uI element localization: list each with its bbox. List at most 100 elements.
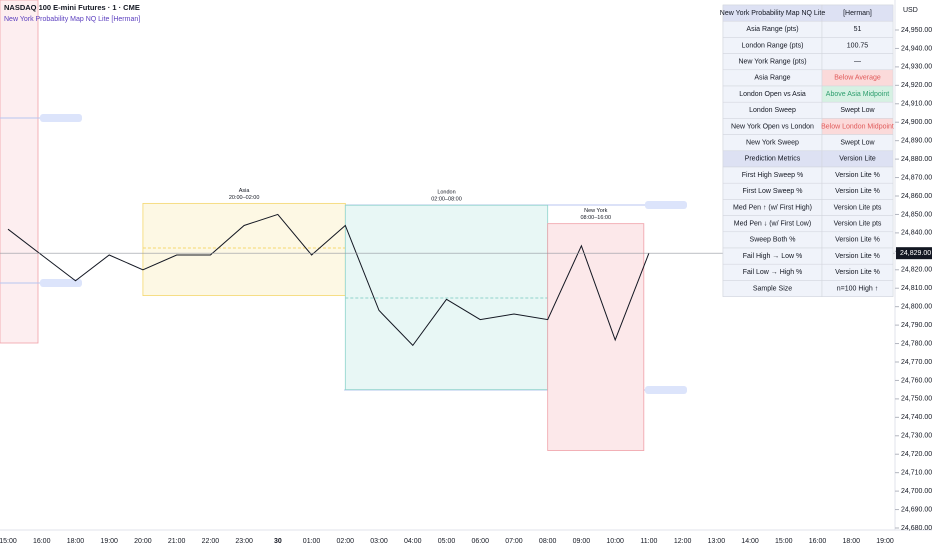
table-label: Fail High → Low % (743, 253, 803, 260)
last-price-label: 24,829.00 (900, 250, 931, 257)
x-tick-label: 15:00 (0, 538, 17, 545)
table-value: Version Lite % (835, 269, 880, 276)
y-tick-label: 24,780.00 (901, 340, 932, 347)
table-value: 51 (854, 26, 862, 33)
price-line (7, 213, 650, 347)
table-value: Version Lite pts (834, 221, 882, 228)
x-tick-label: 19:00 (876, 538, 894, 545)
table-label: Med Pen ↓ (w/ First Low) (734, 221, 811, 228)
x-tick-label: 01:00 (303, 538, 321, 545)
y-tick-label: 24,770.00 (901, 359, 932, 366)
x-tick-label: 14:00 (741, 538, 759, 545)
table-label: Asia Range (pts) (746, 26, 798, 33)
table-value: Version Lite % (835, 188, 880, 195)
table-value: 100.75 (847, 42, 869, 49)
y-tick-label: 24,800.00 (901, 304, 932, 311)
x-tick-label: 02:00 (337, 538, 355, 545)
x-tick-label: 09:00 (573, 538, 591, 545)
session-name: New York (584, 208, 607, 214)
session-box (142, 202, 346, 296)
y-tick-label: 24,900.00 (901, 119, 932, 126)
y-tick-label: 24,910.00 (901, 101, 932, 108)
x-tick-label: 16:00 (809, 538, 827, 545)
table-value: Below Average (834, 75, 881, 82)
session-time: 08:00–16:00 (580, 215, 611, 221)
x-tick-label: 06:00 (471, 538, 489, 545)
table-value: Version Lite % (835, 172, 880, 179)
x-tick-label: 05:00 (438, 538, 456, 545)
y-tick-label: 24,870.00 (901, 174, 932, 181)
x-tick-label: 11:00 (640, 538, 657, 545)
session-time: 02:00–08:00 (431, 197, 462, 203)
last-price-tag (896, 247, 932, 260)
level-tag (645, 386, 687, 394)
table-value: Version Lite (839, 156, 876, 163)
table-value: Above Asia Midpoint (826, 91, 889, 98)
session-box (547, 223, 645, 451)
level-tag (645, 201, 687, 209)
table-label: Asia Range (754, 75, 790, 82)
table-label: New York Probability Map NQ Lite (720, 10, 826, 17)
table-value: n=100 High ↑ (837, 285, 878, 292)
table-label: Sweep Both % (750, 237, 796, 244)
x-tick-label: 18:00 (843, 538, 861, 545)
table-label: Med Pen ↑ (w/ First High) (733, 204, 812, 211)
y-tick-label: 24,930.00 (901, 64, 932, 71)
y-tick-label: 24,810.00 (901, 285, 932, 292)
table-value: — (854, 59, 861, 66)
x-tick-label: 21:00 (168, 538, 186, 545)
y-tick-label: 24,690.00 (901, 506, 932, 513)
y-tick-label: 24,850.00 (901, 211, 932, 218)
table-label: New York Open vs London (731, 123, 814, 130)
y-tick-label: 24,890.00 (901, 138, 932, 145)
table-value: Version Lite pts (834, 204, 882, 211)
unit-label: USD (903, 7, 918, 14)
table-label: New York Sweep (746, 140, 799, 147)
chart-title: NASDAQ 100 E-mini Futures · 1 · CME (4, 3, 140, 12)
table-value: Below London Midpoint (821, 123, 894, 130)
table-label: New York Range (pts) (738, 59, 806, 66)
y-tick-label: 24,880.00 (901, 156, 932, 163)
x-tick-label: 30 (274, 538, 282, 545)
x-tick-label: 16:00 (33, 538, 51, 545)
y-tick-label: 24,740.00 (901, 414, 932, 421)
x-tick-label: 19:00 (100, 538, 118, 545)
y-tick-label: 24,940.00 (901, 45, 932, 52)
table-cell (821, 280, 894, 297)
session-name: London (437, 190, 455, 196)
x-tick-label: 03:00 (370, 538, 388, 545)
x-tick-label: 18:00 (67, 538, 85, 545)
y-tick-label: 24,680.00 (901, 525, 932, 532)
table-value: [Herman] (843, 10, 872, 17)
x-tick-label: 23:00 (235, 538, 253, 545)
level-tag (40, 279, 82, 287)
table-label: First Low Sweep % (743, 188, 803, 195)
table-label: London Open vs Asia (739, 91, 806, 98)
y-tick-label: 24,950.00 (901, 27, 932, 34)
chart-subtitle: New York Probability Map NQ Lite [Herman… (4, 16, 140, 23)
y-tick-label: 24,700.00 (901, 488, 932, 495)
y-tick-label: 24,720.00 (901, 451, 932, 458)
level-tag (40, 114, 82, 122)
table-label: London Range (pts) (742, 42, 804, 49)
x-tick-label: 10:00 (606, 538, 624, 545)
session-time: 20:00–02:00 (229, 195, 260, 201)
x-tick-label: 07:00 (505, 538, 523, 545)
x-tick-label: 13:00 (708, 538, 726, 545)
x-tick-label: 22:00 (202, 538, 220, 545)
table-value: Version Lite % (835, 237, 880, 244)
x-tick-label: 08:00 (539, 538, 557, 545)
y-tick-label: 24,730.00 (901, 433, 932, 440)
table-label: Fail Low → High % (743, 269, 803, 276)
x-tick-label: 12:00 (674, 538, 692, 545)
x-tick-label: 04:00 (404, 538, 422, 545)
table-label: London Sweep (749, 107, 796, 114)
y-tick-label: 24,750.00 (901, 396, 932, 403)
y-tick-label: 24,760.00 (901, 377, 932, 384)
y-tick-label: 24,790.00 (901, 322, 932, 329)
session-box (344, 204, 549, 391)
x-tick-label: 15:00 (775, 538, 793, 545)
y-tick-label: 24,710.00 (901, 470, 932, 477)
table-value: Swept Low (840, 140, 875, 147)
y-tick-label: 24,820.00 (901, 267, 932, 274)
